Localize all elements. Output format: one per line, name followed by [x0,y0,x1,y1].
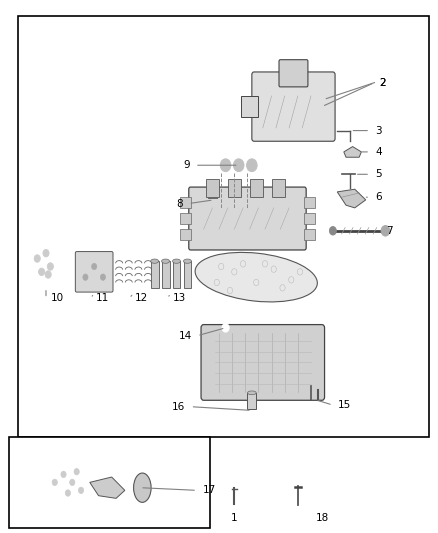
Bar [228,179,241,197]
Text: 2: 2 [380,78,386,87]
Bar [173,261,180,288]
Polygon shape [90,477,125,498]
Text: 3: 3 [375,126,382,135]
Text: 9: 9 [183,160,190,170]
Bar [184,261,191,288]
Bar [9,437,210,528]
Text: 15: 15 [338,400,351,410]
Circle shape [47,263,53,270]
Circle shape [220,159,231,172]
Bar [180,197,191,208]
Bar [247,393,256,409]
Ellipse shape [162,259,170,263]
FancyBboxPatch shape [279,60,308,87]
Text: 2: 2 [380,78,386,87]
Circle shape [203,195,209,202]
Text: 11: 11 [96,294,109,303]
Circle shape [247,159,257,172]
Bar [180,229,191,240]
FancyBboxPatch shape [201,325,325,400]
Text: 18: 18 [315,513,328,523]
Circle shape [329,227,336,235]
Circle shape [74,469,79,475]
Text: 1: 1 [231,513,238,523]
Circle shape [34,255,40,262]
Text: 4: 4 [375,147,382,157]
Bar [250,179,263,197]
Circle shape [39,268,45,276]
Circle shape [61,471,66,478]
Text: 6: 6 [375,192,382,202]
Text: 7: 7 [386,226,393,236]
Circle shape [65,490,71,496]
Circle shape [233,159,244,172]
Circle shape [43,249,49,257]
Circle shape [222,324,229,332]
Circle shape [70,479,75,486]
Bar [304,197,315,208]
Ellipse shape [151,259,159,263]
Polygon shape [344,147,361,157]
Circle shape [45,271,51,278]
Text: 16: 16 [172,402,185,411]
Text: 12: 12 [134,294,148,303]
Text: 13: 13 [173,294,186,303]
Bar [241,96,258,117]
Bar [304,229,315,240]
Text: 10: 10 [51,294,64,303]
FancyBboxPatch shape [252,72,335,141]
Bar [180,213,191,224]
Ellipse shape [184,259,191,263]
Ellipse shape [195,253,318,302]
Bar [272,179,285,197]
FancyBboxPatch shape [189,187,306,250]
Text: 14: 14 [179,331,192,341]
Bar [304,213,315,224]
Circle shape [100,274,106,280]
Ellipse shape [173,259,180,263]
Text: 5: 5 [375,169,382,179]
Bar [151,261,159,288]
Circle shape [83,274,88,280]
Ellipse shape [134,473,151,502]
Bar [162,261,170,288]
Circle shape [52,479,57,486]
Circle shape [92,263,97,270]
Circle shape [78,487,84,494]
Bar [18,16,429,437]
Polygon shape [337,189,366,208]
Text: 17: 17 [202,486,215,495]
Text: 8: 8 [177,199,183,208]
Circle shape [381,225,390,236]
Ellipse shape [247,391,256,394]
FancyBboxPatch shape [75,252,113,292]
Bar [206,179,219,197]
